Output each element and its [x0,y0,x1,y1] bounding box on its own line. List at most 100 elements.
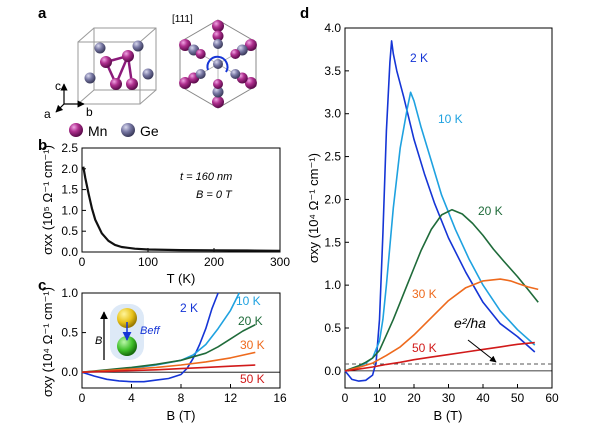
ge-atom [132,40,144,52]
mn-atom [179,77,192,89]
series-label: 20 K [478,204,503,218]
ge-atom [212,86,224,98]
ge-atom [195,69,206,79]
series-line-20k [344,208,539,372]
series-label: 50 K [412,341,437,355]
projection-atoms [179,20,257,108]
panel-d-series [344,40,539,382]
x-tick-label: 20 [407,391,421,405]
x-tick-label: 60 [545,391,559,405]
series-label: 10 K [438,112,463,126]
unit-cell-diagram [77,27,157,105]
x-tick-label: 12 [224,391,238,405]
panel-d-series-labels: 2 K 10 K 20 K 30 K 50 K [410,51,503,355]
x-tick-label: 300 [270,255,290,269]
unit-cell-atoms [84,40,154,90]
ge-atom [94,42,106,54]
series-label: 30 K [412,287,437,301]
series-label: 2 K [180,301,198,315]
series-label: 30 K [240,338,265,352]
series-line-50k [344,341,535,372]
beff-label: Beff [140,325,161,337]
ge-atom [142,68,154,80]
x-tick-label: 10 [373,391,387,405]
y-tick-label: 0.5 [61,224,78,238]
ge-atom [84,72,96,84]
y-tick-label: 0.0 [61,365,78,379]
panel-b-xlabel: T (K) [167,271,196,286]
mn-atom [122,50,134,62]
ge-atom [230,69,241,79]
series-line-30k [344,278,539,372]
x-tick-label: 0 [79,255,86,269]
panel-letter-a: a [38,5,47,22]
projection-111-diagram: [111] [172,14,257,109]
mn-atom [244,39,257,51]
y-tick-label: 2.0 [61,162,78,176]
y-tick-label: 3.0 [324,107,341,121]
y-tick-label: 1.5 [61,183,78,197]
panel-d-ylabel: σxy (10⁴ Ω⁻¹ cm⁻¹) [306,153,321,263]
panel-c: c 0 4 8 12 16 0.0 0.5 1.0 2 K 10 K 20 K 30 K 50 K B… [38,277,287,423]
series-label: 20 K [238,314,263,328]
mn-atom [195,49,206,59]
mn-atom [110,78,122,90]
series-line-2k [81,292,219,383]
mn-atom [213,79,223,89]
atom-legend: Mn Ge [69,123,159,139]
mn-atom [179,39,192,51]
panel-d-xlabel: B (T) [434,408,463,423]
rotation-arrow [206,55,229,73]
field-annotation: B = 0 T [196,189,233,201]
series-label: 2 K [410,51,428,65]
direction-label: [111] [172,14,193,25]
b-field-label: B [95,335,102,347]
panel-b-ticks: 0 100 200 300 0.0 0.5 1.0 1.5 2.0 2.5 [61,141,290,269]
panel-b-ylabel: σxx (10⁵ Ω⁻¹ cm⁻¹) [40,145,55,255]
axis-b-label: b [86,105,93,119]
panel-letter-d: d [300,5,309,22]
series-line-2k [344,40,536,382]
mn-atom [244,77,257,89]
mn-atom [126,78,138,90]
x-tick-label: 4 [128,391,135,405]
y-tick-label: 1.0 [61,286,78,300]
y-tick-label: 4.0 [324,21,341,35]
ge-legend-marker [121,123,135,137]
y-tick-label: 2.0 [324,192,341,206]
mn-atom [212,30,224,42]
y-tick-label: 1.5 [324,235,341,249]
panel-b-frame [81,147,281,253]
y-tick-label: 0.0 [61,245,78,259]
yellow-sphere [117,308,137,328]
mn-legend-marker [69,123,83,137]
panel-letter-c: c [38,277,46,294]
y-tick-label: 1.0 [61,203,78,217]
crystal-axes: c a b [44,79,93,121]
y-tick-label: 2.5 [324,150,341,164]
thickness-annotation: t = 160 nm [180,171,232,183]
panel-d: d 0 10 20 30 40 50 60 0.0 0.5 1.0 1.5 2.0 2.5 3.0 3.5 4… [300,5,559,423]
x-tick-label: 200 [204,255,224,269]
series-line-sigma-xx [82,166,281,252]
x-tick-label: 40 [476,391,490,405]
y-tick-label: 1.0 [324,278,341,292]
panel-d-frame [344,27,553,389]
panel-c-series [81,292,256,383]
mn-atom [212,96,224,108]
series-line-30k [81,351,256,373]
series-line-50k [81,364,256,373]
series-label: 10 K [236,294,261,308]
x-tick-label: 8 [178,391,185,405]
y-tick-label: 0.0 [324,364,341,378]
mn-atom [212,20,224,32]
mn-legend-label: Mn [88,123,107,139]
axis-c-label: c [55,79,61,93]
x-tick-label: 0 [79,391,86,405]
ge-atom [213,59,223,69]
quantum-annotation: e²/ha [454,315,497,363]
cube-back-face [77,41,141,105]
mn-atom [230,49,241,59]
quantum-arrow [467,339,497,363]
